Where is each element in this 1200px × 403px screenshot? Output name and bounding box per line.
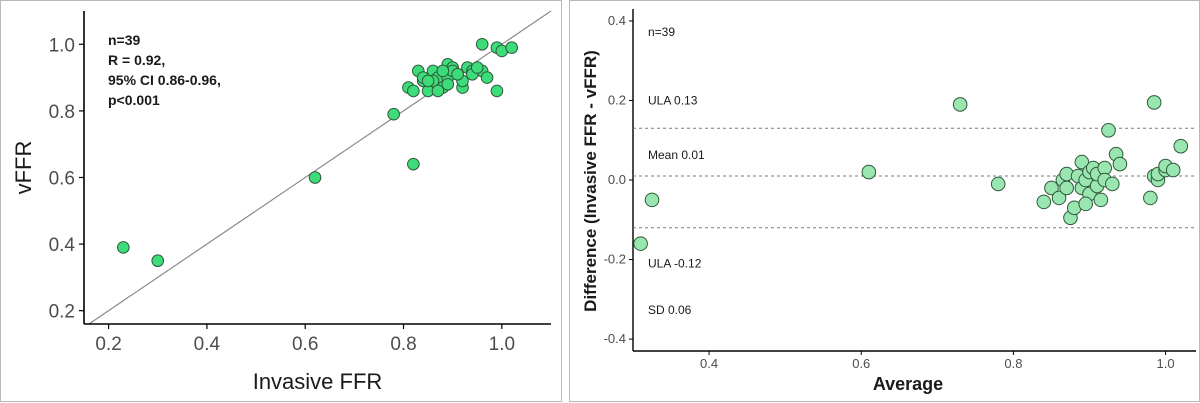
data-point: [952, 97, 968, 112]
y-tick-label: 0.4: [608, 13, 626, 28]
data-point: [861, 164, 877, 180]
data-point: [451, 67, 464, 81]
data-point: [1044, 180, 1059, 196]
y-tick-label: 0.0: [608, 172, 626, 187]
data-point: [1143, 190, 1158, 206]
data-point: [151, 254, 165, 268]
reference-line-label: ULA 0.13: [648, 93, 698, 107]
data-point: [480, 71, 494, 84]
left-chart-panel: 0.2 0.4 0.6 0.8 1.0 0.2 0.4 0.6 0.8 1.0 Invasive F…: [0, 0, 562, 402]
y-tick-label: 0.4: [49, 235, 76, 256]
data-point: [387, 107, 400, 121]
data-point: [1059, 180, 1074, 196]
data-point: [1051, 190, 1067, 206]
data-point: [1146, 95, 1162, 110]
stats-annotation: p<0.001: [108, 92, 160, 108]
y-tick-label: -0.2: [604, 252, 626, 267]
stats-annotation: R = 0.92,: [108, 52, 165, 68]
data-point: [1093, 192, 1109, 208]
data-point: [1101, 122, 1116, 138]
sd-annotation: SD 0.06: [648, 303, 692, 317]
x-tick-label: 1.0: [1157, 356, 1175, 371]
x-tick-label: 0.6: [292, 334, 318, 355]
x-tick-label: 1.0: [489, 334, 515, 355]
data-point: [436, 64, 450, 78]
data-point: [431, 84, 445, 98]
x-tick-label: 0.4: [194, 334, 221, 355]
y-tick-label: 0.2: [49, 302, 75, 323]
y-axis-title: Difference (Invasive FFR - vFFR): [581, 50, 600, 312]
data-point: [644, 192, 660, 208]
x-tick-label: 0.2: [95, 334, 121, 355]
data-point: [117, 241, 130, 254]
data-point: [407, 84, 420, 98]
y-axis-title: vFFR: [11, 141, 36, 195]
data-point: [1173, 138, 1189, 154]
vffr-scatter-chart: 0.2 0.4 0.6 0.8 1.0 0.2 0.4 0.6 0.8 1.0 Invasive F…: [11, 10, 552, 394]
data-point: [308, 171, 322, 184]
x-tick-label: 0.4: [700, 356, 718, 371]
data-point: [1074, 154, 1090, 170]
data-point: [407, 157, 420, 171]
y-tick-label: 0.2: [608, 92, 626, 107]
data-point: [1165, 162, 1181, 178]
data-point: [1105, 176, 1120, 192]
data-point: [1112, 156, 1128, 172]
data-point: [633, 236, 648, 251]
y-tick-label: 0.6: [49, 168, 75, 189]
data-point: [475, 37, 489, 51]
stats-annotation: 95% CI 0.86-0.96,: [108, 72, 221, 88]
stats-annotation: n=39: [108, 32, 141, 48]
reference-line-label: ULA -0.12: [648, 257, 702, 271]
right-chart-panel: ULA 0.13 Mean 0.01 ULA -0.12 0.4 0.6 0.8 1.0 0.…: [569, 0, 1200, 402]
x-tick-label: 0.8: [390, 334, 416, 355]
x-tick-label: 0.6: [852, 356, 870, 371]
data-point: [421, 74, 435, 88]
data-point: [1036, 194, 1052, 210]
x-axis-title: Average: [873, 374, 943, 394]
x-tick-label: 0.8: [1004, 356, 1022, 371]
bland-altman-chart: ULA 0.13 Mean 0.01 ULA -0.12 0.4 0.6 0.8 1.0 0.…: [581, 9, 1196, 394]
data-point: [505, 41, 518, 54]
data-point: [470, 61, 484, 74]
n-annotation: n=39: [648, 25, 675, 39]
data-point: [490, 84, 504, 98]
data-point: [441, 77, 455, 91]
y-tick-label: -0.4: [604, 331, 626, 346]
y-tick-label: 1.0: [49, 35, 75, 56]
data-point: [1078, 196, 1093, 212]
reference-line-label: Mean 0.01: [648, 148, 705, 162]
x-axis-title: Invasive FFR: [253, 369, 383, 394]
y-tick-label: 0.8: [49, 102, 75, 123]
data-point: [990, 176, 1006, 192]
